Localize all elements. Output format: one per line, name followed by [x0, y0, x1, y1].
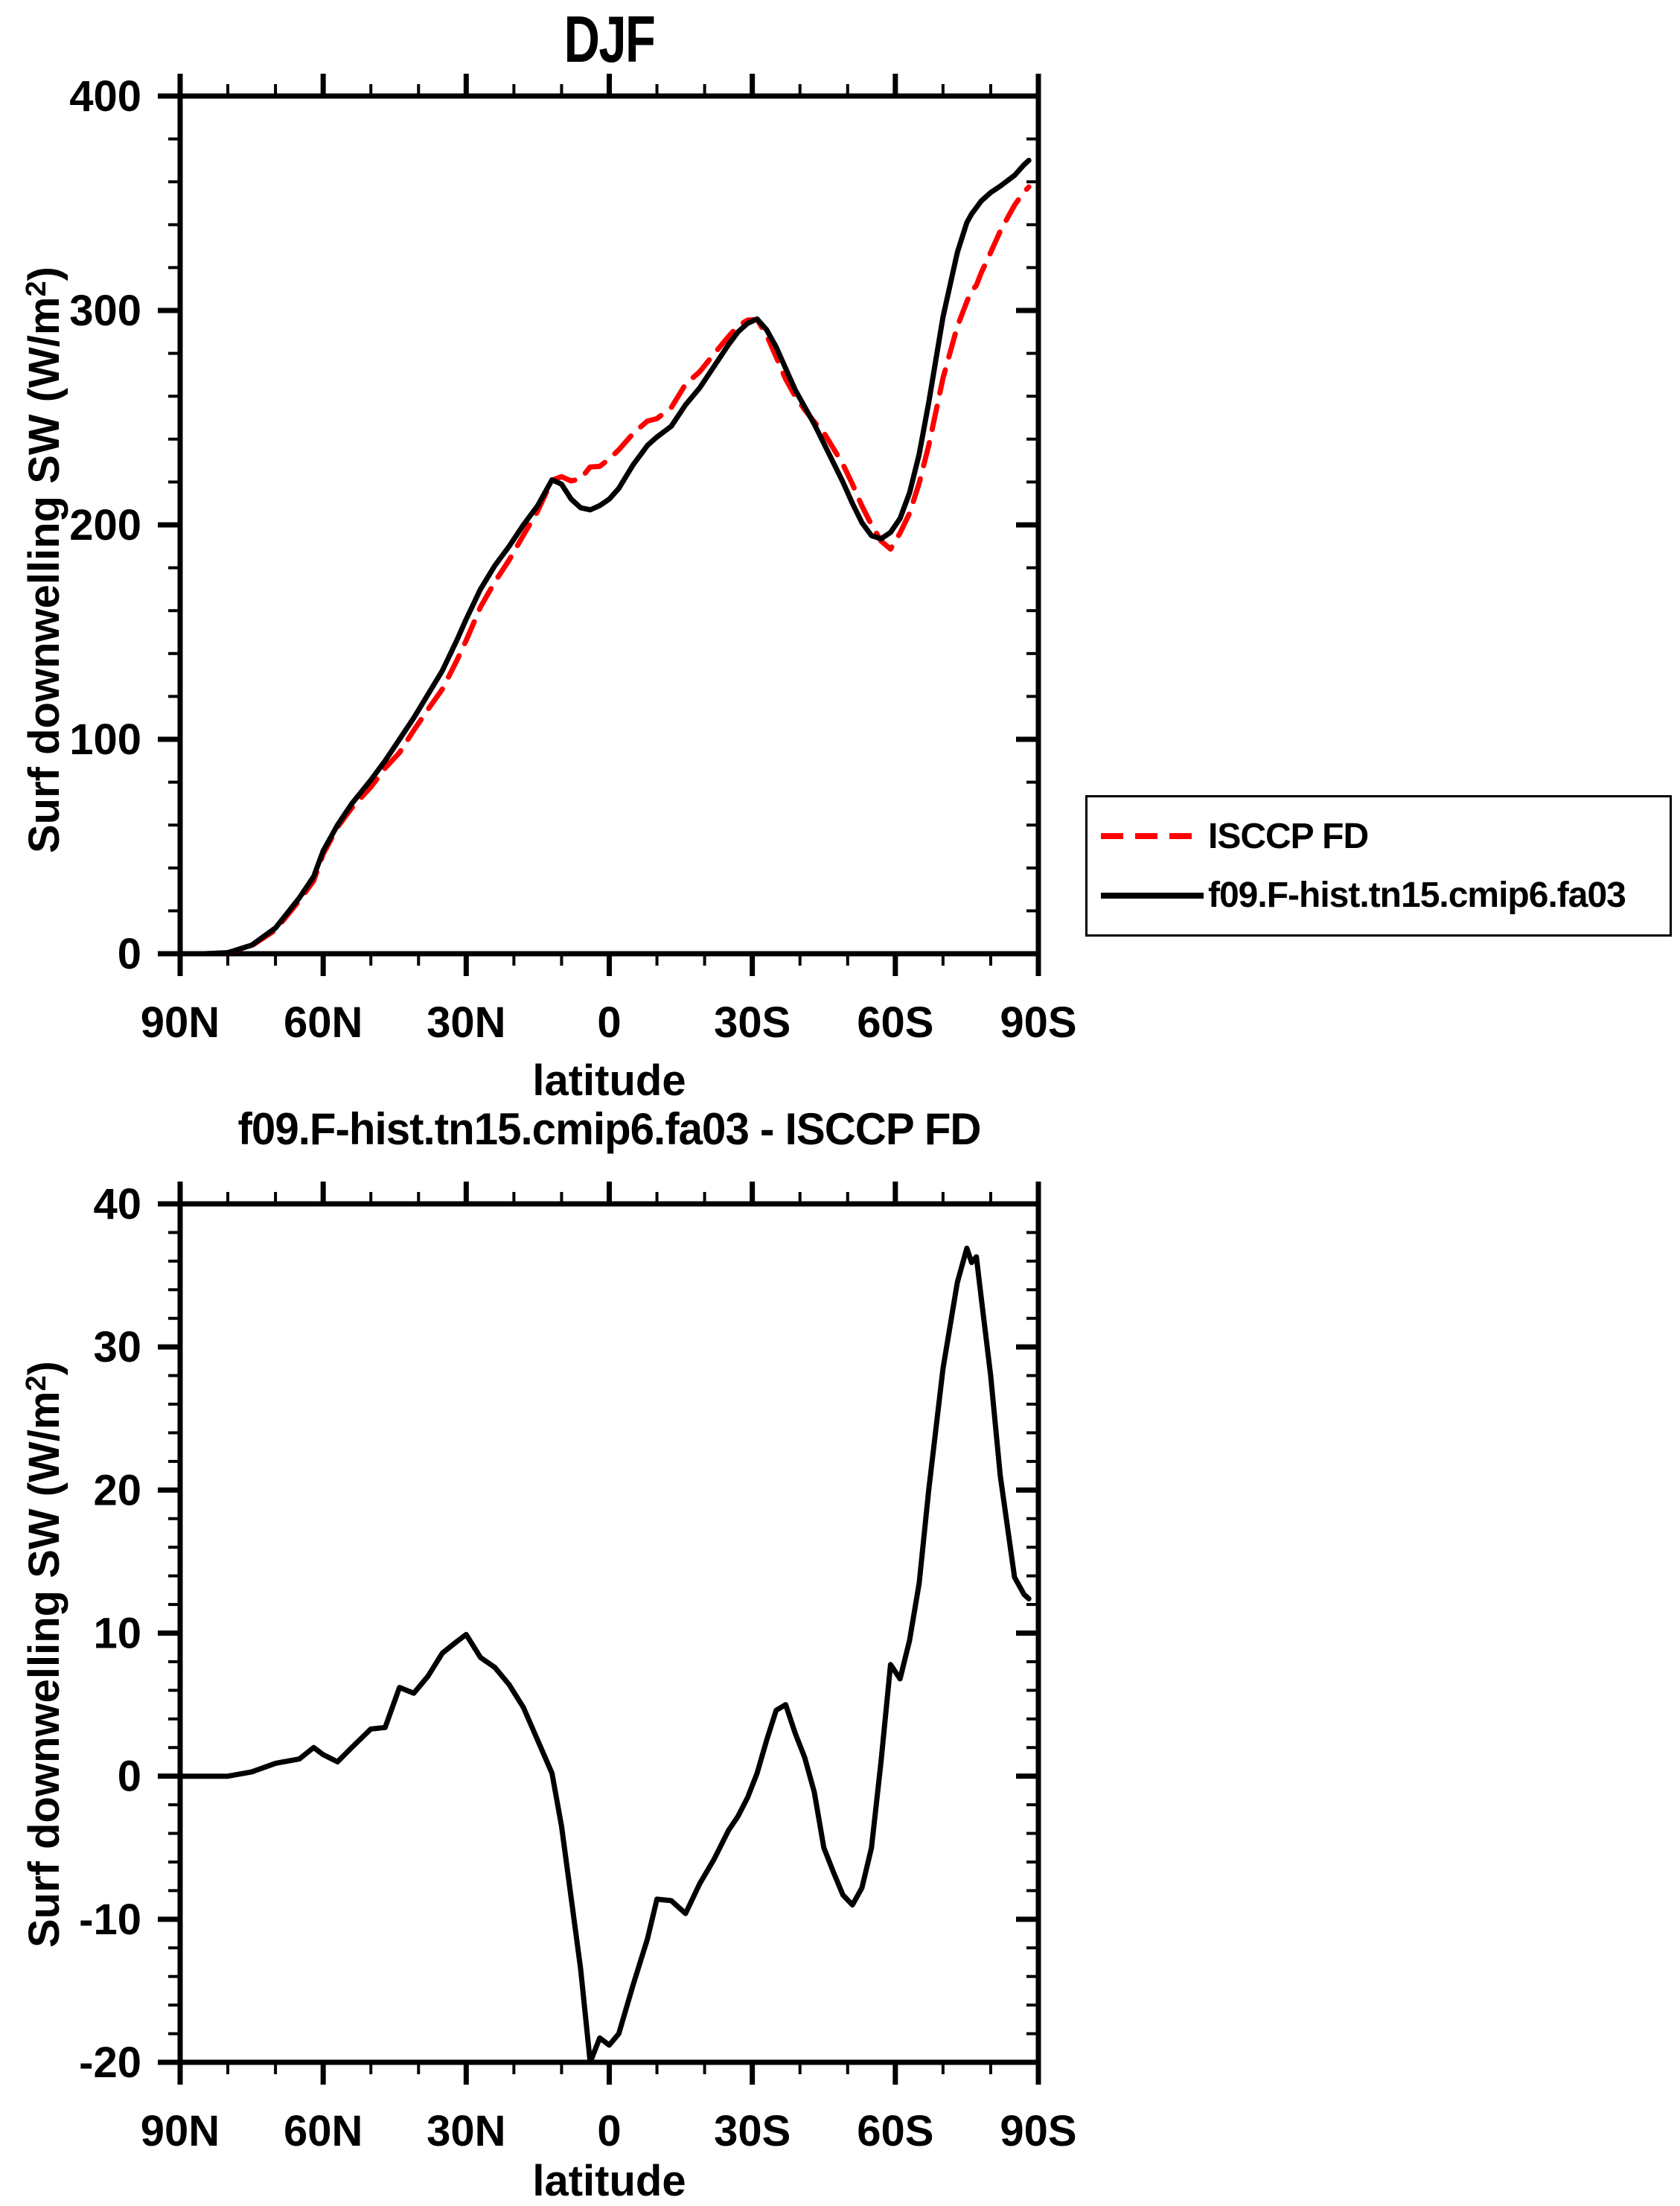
legend-item-model: f09.F-hist.tn15.cmip6.fa03	[1098, 875, 1670, 916]
x-tick-label: 90N	[141, 998, 220, 1047]
x-tick-label: 0	[597, 998, 621, 1047]
x-tick-label: 90N	[141, 2107, 220, 2155]
legend-item-isccp-fd: ISCCP FD	[1098, 816, 1670, 857]
y-tick-label: 100	[69, 715, 141, 764]
x-tick-label: 60N	[284, 2107, 362, 2155]
difference-chart-title: f09.F-hist.tn15.cmip6.fa03 - ISCCP FD	[237, 1104, 982, 1154]
x-tick-label: 30N	[427, 998, 505, 1047]
top-chart-title: DJF	[563, 2, 656, 76]
x-tick-label: 90S	[1000, 2107, 1076, 2155]
y-tick-label: 40	[93, 1180, 141, 1228]
plot-area-1: 90N 60N 30N 0 30S 60S 90S -20 -10 0 10 20 30 40	[79, 1180, 1076, 2155]
legend-box: ISCCP FD f09.F-hist.tn15.cmip6.fa03	[1085, 795, 1672, 937]
top-chart-x-axis-label: latitude	[532, 1056, 686, 1105]
y-axis-label-close: )	[20, 1361, 68, 1376]
series-f09-f-hist-tn15-cmip6-fa03	[177, 157, 1032, 957]
x-tick-label: 90S	[1000, 998, 1076, 1047]
difference-chart-x-axis-label: latitude	[532, 2157, 686, 2205]
legend-label: f09.F-hist.tn15.cmip6.fa03	[1208, 876, 1626, 916]
legend-label: ISCCP FD	[1208, 816, 1369, 856]
y-tick-label: 0	[118, 1753, 141, 1801]
y-tick-label: 20	[93, 1466, 141, 1514]
y-axis-label-superscript: 2	[21, 281, 52, 297]
solid-black-line-sample-icon	[1101, 892, 1204, 899]
y-tick-label: 300	[69, 287, 141, 335]
plot-frame	[177, 93, 1041, 957]
difference-chart-y-axis-label: Surf downwelling SW (W/m2)	[19, 1361, 69, 1948]
x-tick-label: 60S	[857, 998, 933, 1047]
y-axis-label-superscript: 2	[21, 1375, 52, 1391]
y-tick-label: 10	[93, 1610, 141, 1658]
dashed-red-line-sample-icon	[1101, 833, 1204, 840]
x-tick-label: 30N	[427, 2107, 505, 2155]
series-isccp-fd	[177, 184, 1032, 957]
x-tick-label: 0	[597, 2107, 621, 2155]
y-axis-label-text: Surf downwelling SW (W/m	[20, 296, 68, 854]
series-f09-f-hist-tn15-cmip6-fa03-isccp-fd	[177, 1246, 1032, 2065]
x-tick-label: 60N	[284, 998, 362, 1047]
y-axis-label-text: Surf downwelling SW (W/m	[20, 1391, 68, 1948]
x-tick-label: 30S	[714, 2107, 791, 2155]
y-tick-label: 0	[118, 930, 141, 978]
x-tick-label: 60S	[857, 2107, 933, 2155]
y-tick-label: 200	[69, 501, 141, 549]
x-tick-label: 30S	[714, 998, 791, 1047]
y-tick-label: 30	[93, 1323, 141, 1371]
y-axis-label-close: )	[20, 267, 68, 281]
y-tick-label: -20	[79, 2038, 141, 2087]
y-tick-label: 400	[69, 72, 141, 121]
plot-area-0: 90N 60N 30N 0 30S 60S 90S 0 100 200 300 400	[69, 72, 1076, 1047]
top-chart-y-axis-label: Surf downwelling SW (W/m2)	[19, 267, 69, 853]
y-tick-label: -10	[79, 1896, 141, 1944]
